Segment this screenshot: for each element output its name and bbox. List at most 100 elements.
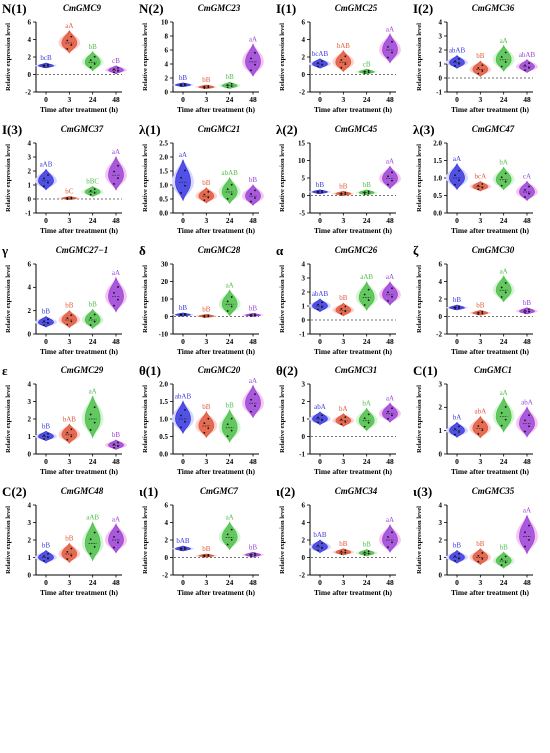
data-point: [113, 183, 115, 185]
significance-label: aA: [386, 157, 394, 165]
x-tick-label: 0: [44, 578, 48, 587]
data-point: [481, 70, 484, 72]
data-point: [93, 313, 96, 316]
y-tick-label: -2: [299, 571, 305, 579]
violin: [335, 302, 352, 317]
data-point: [340, 553, 343, 555]
significance-label: bB: [42, 422, 51, 430]
data-point: [66, 551, 69, 553]
violin: [495, 396, 512, 433]
data-point: [203, 554, 206, 557]
data-point: [207, 417, 210, 420]
data-point: [207, 85, 210, 87]
data-point: [89, 552, 92, 555]
significance-label: bB: [500, 543, 509, 551]
x-tick-label: 3: [341, 337, 345, 346]
data-point: [43, 438, 45, 440]
data-point: [500, 56, 503, 58]
data-point: [340, 192, 343, 195]
data-point: [47, 174, 49, 176]
significance-label: bB: [202, 403, 211, 411]
x-tick-label: 3: [341, 457, 345, 466]
significance-label: bB: [65, 535, 74, 543]
x-tick-label: 24: [363, 457, 371, 466]
significance-label: bcAB: [312, 50, 329, 58]
x-tick-label: 3: [204, 95, 208, 104]
data-point: [504, 291, 507, 294]
data-point: [458, 425, 460, 428]
x-tick-label: 24: [226, 95, 234, 104]
data-point: [117, 66, 119, 69]
chart-panel: ι(3) CmGMC35 0 1 2 3 4 Relative expression leve…: [413, 484, 538, 597]
data-point: [254, 197, 256, 199]
data-point: [344, 551, 347, 554]
data-point: [504, 51, 507, 54]
violin: [519, 515, 535, 555]
violin: [198, 187, 215, 204]
data-point: [43, 555, 45, 557]
data-point: [477, 313, 480, 316]
y-axis-label: Relative expression level: [5, 144, 12, 212]
significance-label: bB: [202, 545, 211, 553]
data-point: [524, 196, 526, 198]
gene-title: CmGMC36: [472, 3, 515, 13]
data-point: [504, 561, 507, 564]
data-point: [184, 169, 186, 172]
y-tick-label: 1: [302, 302, 306, 310]
data-point: [117, 69, 119, 72]
x-axis-label: Time after treatment (h): [451, 347, 530, 356]
data-point: [226, 310, 229, 312]
data-point: [481, 64, 484, 67]
data-point: [230, 429, 233, 432]
data-point: [226, 84, 229, 86]
data-point: [89, 59, 92, 62]
y-tick-label: 15: [298, 139, 306, 147]
violin: [175, 159, 191, 202]
y-axis-label: Relative expression level: [142, 265, 149, 333]
data-point: [344, 310, 347, 313]
x-tick-label: 24: [500, 457, 508, 466]
x-tick-label: 0: [455, 95, 459, 104]
panel-tag: C(2): [2, 484, 27, 499]
y-tick-label: 0: [302, 71, 306, 79]
gene-title: CmGMC34: [335, 486, 378, 496]
y-tick-label: 0.5: [159, 433, 168, 441]
data-point: [391, 171, 393, 174]
data-point: [93, 406, 96, 409]
significance-label: abAB: [449, 47, 466, 55]
data-point: [367, 299, 370, 301]
significance-label: bB: [179, 304, 188, 312]
gene-title: CmGMC29: [61, 365, 104, 375]
data-point: [184, 546, 186, 549]
data-point: [184, 184, 186, 187]
gene-title: CmGMC26: [335, 245, 378, 255]
data-point: [203, 87, 206, 90]
y-tick-label: 2: [28, 415, 32, 423]
data-point: [321, 542, 323, 545]
y-tick-label: 2: [439, 536, 443, 544]
y-tick-label: -1: [436, 88, 442, 96]
x-tick-label: 0: [44, 95, 48, 104]
data-point: [43, 66, 45, 68]
x-tick-label: 3: [204, 457, 208, 466]
gene-title: CmGMC9: [63, 3, 102, 13]
violin: [38, 430, 54, 442]
significance-label: aA: [386, 516, 394, 524]
data-point: [528, 67, 530, 69]
x-axis-label: Time after treatment (h): [451, 105, 530, 114]
violin: [449, 162, 465, 191]
data-point: [481, 558, 484, 560]
violin: [61, 309, 78, 329]
data-point: [250, 398, 252, 401]
y-tick-label: 2: [165, 536, 169, 544]
data-point: [528, 524, 530, 527]
data-point: [230, 538, 233, 541]
data-point: [203, 199, 206, 202]
panel-tag: λ(2): [276, 122, 298, 137]
data-point: [524, 189, 526, 191]
data-point: [207, 86, 210, 89]
significance-label: bB: [89, 301, 98, 309]
significance-label: bB: [202, 179, 211, 187]
data-point: [203, 85, 206, 88]
